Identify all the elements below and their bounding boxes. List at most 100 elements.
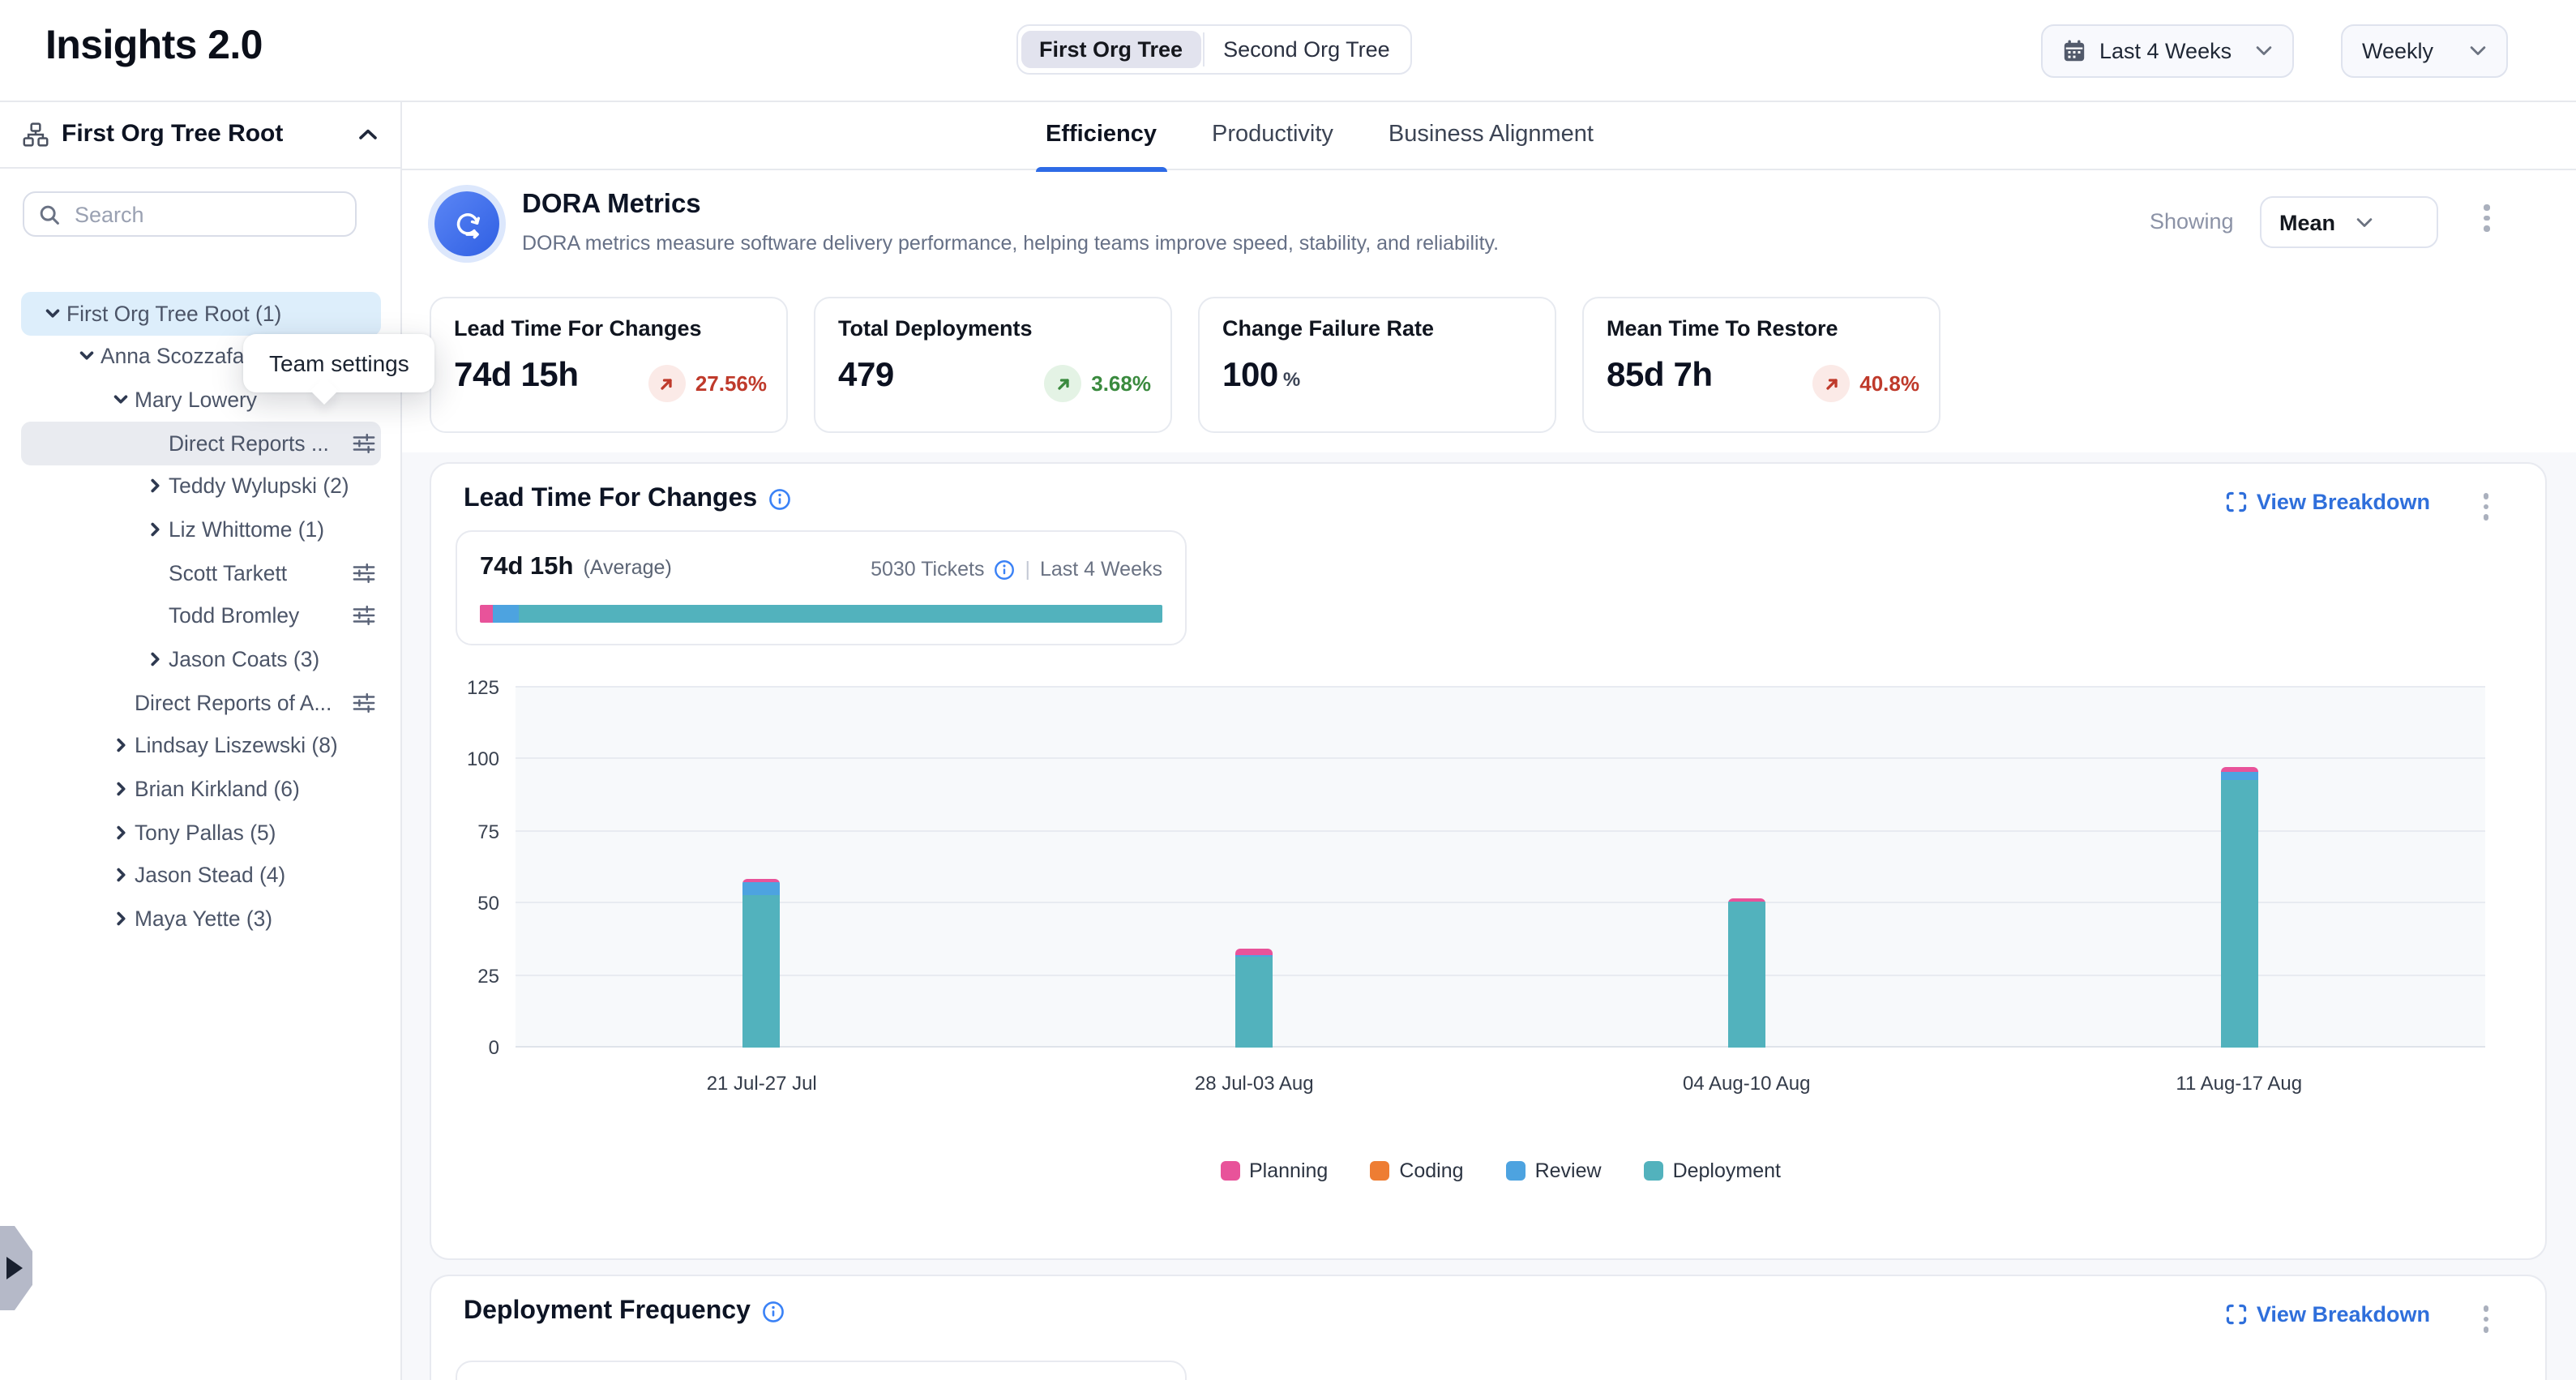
showing-value: Mean bbox=[2279, 210, 2336, 234]
lead-time-menu-button[interactable] bbox=[2480, 490, 2492, 523]
chevron-right-icon[interactable] bbox=[107, 910, 135, 928]
stacked-bar-11-aug-17-aug bbox=[2220, 767, 2258, 1048]
team-settings-icon[interactable] bbox=[352, 560, 376, 585]
org-toggle-first[interactable]: First Org Tree bbox=[1021, 31, 1201, 68]
view-breakdown-button[interactable]: View Breakdown bbox=[2226, 1302, 2430, 1326]
org-toggle-second[interactable]: Second Org Tree bbox=[1205, 31, 1408, 68]
view-breakdown-icon bbox=[2226, 491, 2247, 512]
summary-meta: 5030 Tickets | Last 4 Weeks bbox=[871, 558, 1162, 581]
tree-item[interactable]: Jason Stead (4) bbox=[21, 854, 381, 897]
tree-item[interactable]: Anna Scozzafava bbox=[21, 335, 381, 378]
gridline bbox=[516, 757, 2485, 760]
legend-label: Review bbox=[1534, 1159, 1602, 1182]
team-settings-tooltip: Team settings bbox=[243, 334, 435, 405]
tree-item[interactable]: Brian Kirkland (6) bbox=[21, 767, 381, 810]
tree-item-label: Liz Whittome (1) bbox=[169, 517, 324, 542]
tree-item[interactable]: Todd Bromley bbox=[21, 594, 381, 637]
chevron-right-icon[interactable] bbox=[141, 521, 169, 538]
team-settings-icon[interactable] bbox=[352, 690, 376, 714]
legend-swatch bbox=[1220, 1161, 1239, 1181]
chevron-down-icon[interactable] bbox=[73, 348, 101, 366]
stat-card-value: 85d 7h bbox=[1607, 357, 1713, 394]
gridline bbox=[516, 1046, 2485, 1048]
lead-time-title-text: Lead Time For Changes bbox=[464, 485, 758, 512]
stacked-bar-04-aug-10-aug bbox=[1727, 898, 1765, 1048]
chevron-down-icon[interactable] bbox=[39, 305, 66, 323]
info-icon[interactable] bbox=[994, 559, 1015, 580]
lead-time-card: Lead Time For Changes View Breakdown 74d… bbox=[430, 462, 2547, 1260]
bar-segment-planning bbox=[2220, 767, 2258, 773]
app-header: Insights 2.0 First Org Tree Second Org T… bbox=[0, 0, 2576, 102]
legend-item-review[interactable]: Review bbox=[1505, 1159, 1602, 1182]
showing-dropdown[interactable]: Mean bbox=[2260, 196, 2438, 248]
stacked-bar-21-jul-27-jul bbox=[742, 879, 781, 1048]
stat-card: Mean Time To Restore 85d 7h 40.8% bbox=[1582, 297, 1941, 433]
y-tick-label: 25 bbox=[477, 964, 499, 988]
trend-delta: 40.8% bbox=[1859, 371, 1919, 396]
tree-item-label: Todd Bromley bbox=[169, 603, 300, 628]
stat-card-value: 100% bbox=[1222, 357, 1300, 394]
tab-business-alignment[interactable]: Business Alignment bbox=[1388, 122, 1594, 148]
chevron-right-icon[interactable] bbox=[107, 866, 135, 884]
stat-card-value: 479 bbox=[838, 357, 894, 394]
expand-arrow-icon bbox=[6, 1257, 23, 1279]
search-box bbox=[23, 191, 357, 237]
chevron-right-icon[interactable] bbox=[107, 736, 135, 754]
collapse-panel-icon[interactable] bbox=[358, 127, 378, 140]
team-settings-icon[interactable] bbox=[352, 604, 376, 628]
tab-productivity[interactable]: Productivity bbox=[1212, 122, 1333, 148]
chevron-right-icon[interactable] bbox=[141, 478, 169, 495]
chevron-right-icon[interactable] bbox=[107, 780, 135, 798]
legend-item-coding[interactable]: Coding bbox=[1370, 1159, 1464, 1182]
info-icon[interactable] bbox=[762, 1301, 785, 1323]
chevron-down-icon[interactable] bbox=[107, 391, 135, 409]
tree-item[interactable]: Jason Coats (3) bbox=[21, 637, 381, 680]
tooltip-label: Team settings bbox=[269, 350, 409, 376]
tree-item[interactable]: Tony Pallas (5) bbox=[21, 810, 381, 853]
search-input[interactable] bbox=[71, 200, 340, 228]
y-tick-label: 100 bbox=[466, 748, 499, 771]
view-breakdown-button[interactable]: View Breakdown bbox=[2226, 490, 2430, 514]
trend-badge: 40.8% bbox=[1812, 365, 1919, 402]
tree-item[interactable]: Maya Yette (3) bbox=[21, 897, 381, 940]
bar-segment-review bbox=[2220, 772, 2258, 780]
tree-item[interactable]: Scott Tarkett bbox=[21, 551, 381, 594]
stat-cards-row: Lead Time For Changes 74d 15h 27.56% Total … bbox=[430, 297, 1941, 433]
tree-item[interactable]: Teddy Wylupski (2) bbox=[21, 465, 381, 508]
tree-item[interactable]: Direct Reports ... bbox=[21, 421, 381, 465]
chevron-right-icon[interactable] bbox=[107, 823, 135, 841]
tree-item[interactable]: Liz Whittome (1) bbox=[21, 508, 381, 551]
tree-item-label: Jason Stead (4) bbox=[135, 863, 286, 888]
tree-item-label: Lindsay Liszewski (8) bbox=[135, 733, 338, 758]
sidebar-header: First Org Tree Root bbox=[0, 101, 400, 169]
tree-item[interactable]: First Org Tree Root (1) bbox=[21, 292, 381, 336]
tab-efficiency[interactable]: Efficiency bbox=[1036, 115, 1166, 172]
average-row: 74d 15h (Average) bbox=[480, 553, 672, 582]
legend-item-planning[interactable]: Planning bbox=[1220, 1159, 1328, 1182]
org-tree-toggle: First Org Tree Second Org Tree bbox=[1016, 24, 1413, 75]
chevron-down-icon bbox=[2356, 216, 2419, 228]
tree-item[interactable]: Direct Reports of A... bbox=[21, 681, 381, 724]
granularity-dropdown[interactable]: Weekly bbox=[2341, 24, 2508, 78]
bar-slot bbox=[1008, 688, 1501, 1048]
team-settings-icon[interactable] bbox=[352, 431, 376, 455]
deployment-frequency-summary-card bbox=[456, 1361, 1187, 1380]
chevron-right-icon[interactable] bbox=[141, 650, 169, 668]
info-icon[interactable] bbox=[768, 488, 791, 511]
meta-divider: | bbox=[1025, 558, 1030, 581]
tree-item-label: Brian Kirkland (6) bbox=[135, 776, 300, 801]
trend-badge: 27.56% bbox=[648, 365, 767, 402]
tree-item[interactable]: Mary Lowery bbox=[21, 379, 381, 422]
dora-description: DORA metrics measure software delivery p… bbox=[522, 232, 1500, 255]
gridline bbox=[516, 902, 2485, 904]
tree-item-label: Scott Tarkett bbox=[169, 560, 288, 585]
deployment-frequency-menu-button[interactable] bbox=[2480, 1302, 2492, 1335]
dora-menu-button[interactable] bbox=[2480, 201, 2493, 234]
legend-item-deployment[interactable]: Deployment bbox=[1643, 1159, 1781, 1182]
lead-time-title: Lead Time For Changes bbox=[464, 485, 791, 514]
view-breakdown-icon bbox=[2226, 1304, 2247, 1325]
tree-item[interactable]: Lindsay Liszewski (8) bbox=[21, 724, 381, 767]
stat-card-title: Mean Time To Restore bbox=[1607, 316, 1838, 341]
sidebar-title: First Org Tree Root bbox=[62, 120, 284, 148]
date-range-dropdown[interactable]: Last 4 Weeks bbox=[2041, 24, 2294, 78]
